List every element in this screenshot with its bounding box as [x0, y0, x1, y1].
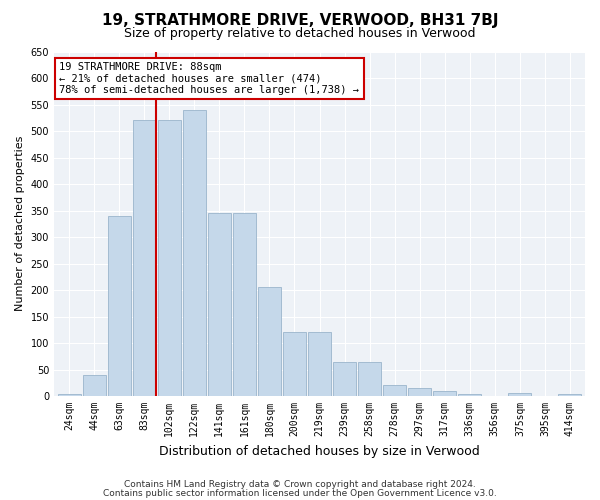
Bar — [258, 288, 281, 396]
Bar — [183, 110, 206, 396]
Text: Contains public sector information licensed under the Open Government Licence v3: Contains public sector information licen… — [103, 489, 497, 498]
Bar — [408, 388, 431, 396]
Text: Size of property relative to detached houses in Verwood: Size of property relative to detached ho… — [124, 28, 476, 40]
Bar — [233, 213, 256, 396]
Text: 19, STRATHMORE DRIVE, VERWOOD, BH31 7BJ: 19, STRATHMORE DRIVE, VERWOOD, BH31 7BJ — [102, 12, 498, 28]
Text: Contains HM Land Registry data © Crown copyright and database right 2024.: Contains HM Land Registry data © Crown c… — [124, 480, 476, 489]
Bar — [133, 120, 156, 396]
Bar — [208, 213, 231, 396]
Bar — [458, 394, 481, 396]
Bar — [559, 394, 581, 396]
X-axis label: Distribution of detached houses by size in Verwood: Distribution of detached houses by size … — [159, 444, 480, 458]
Bar — [58, 394, 80, 396]
Y-axis label: Number of detached properties: Number of detached properties — [15, 136, 25, 312]
Bar — [308, 332, 331, 396]
Bar — [508, 394, 532, 396]
Bar — [83, 375, 106, 396]
Text: 19 STRATHMORE DRIVE: 88sqm
← 21% of detached houses are smaller (474)
78% of sem: 19 STRATHMORE DRIVE: 88sqm ← 21% of deta… — [59, 62, 359, 95]
Bar — [283, 332, 306, 396]
Bar — [158, 120, 181, 396]
Bar — [383, 386, 406, 396]
Bar — [333, 362, 356, 396]
Bar — [107, 216, 131, 396]
Bar — [358, 362, 381, 396]
Bar — [433, 391, 456, 396]
